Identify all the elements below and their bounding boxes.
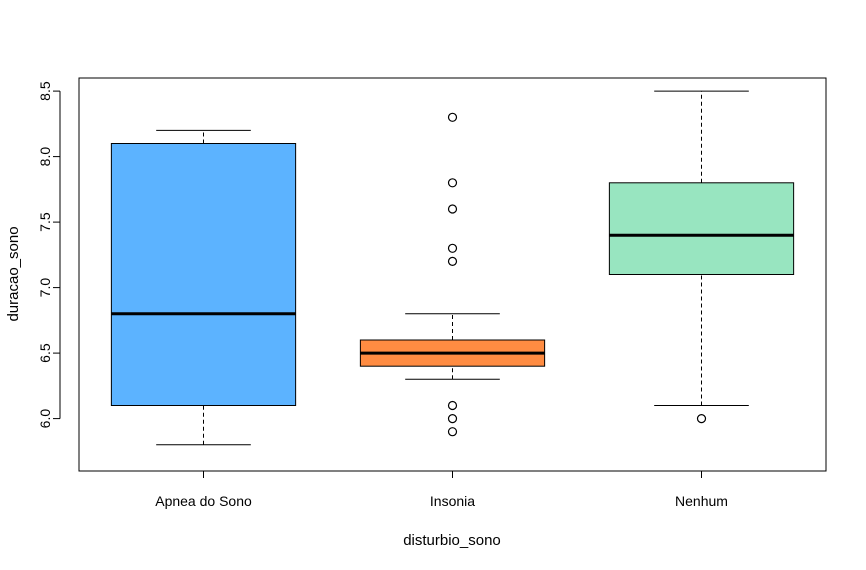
y-tick-label: 7.5 xyxy=(37,212,53,232)
outlier-point xyxy=(696,414,707,424)
outlier-point xyxy=(447,178,458,188)
box-group xyxy=(359,112,546,437)
y-tick-label: 8.0 xyxy=(37,147,53,167)
outlier-point xyxy=(447,112,458,122)
outlier-point xyxy=(447,204,458,214)
x-tick-label: Apnea do Sono xyxy=(155,493,252,509)
x-tick-label: Insonia xyxy=(430,493,475,509)
y-axis: 6.0 6.5 7.0 7.5 8.0 8.5 xyxy=(37,81,61,429)
box-group xyxy=(608,90,795,424)
outlier-point xyxy=(447,400,458,411)
y-tick-label: 7.0 xyxy=(37,278,53,298)
outlier-point xyxy=(447,414,458,424)
outlier-point xyxy=(447,427,458,437)
iqr-box xyxy=(608,182,795,275)
y-tick-label: 8.5 xyxy=(37,81,53,101)
y-tick-label: 6.0 xyxy=(37,409,53,429)
x-tick-label: Nenhum xyxy=(675,493,728,509)
outlier-point xyxy=(447,243,458,253)
y-tick-label: 6.5 xyxy=(37,343,53,363)
box-group xyxy=(110,129,297,446)
x-axis: Apnea do Sono Insonia Nenhum xyxy=(155,470,728,509)
boxes xyxy=(110,90,795,446)
outlier-point xyxy=(447,256,458,266)
y-axis-label: duracao_sono xyxy=(5,226,22,321)
iqr-box xyxy=(110,143,297,406)
x-axis-label: disturbio_sono xyxy=(403,532,501,549)
